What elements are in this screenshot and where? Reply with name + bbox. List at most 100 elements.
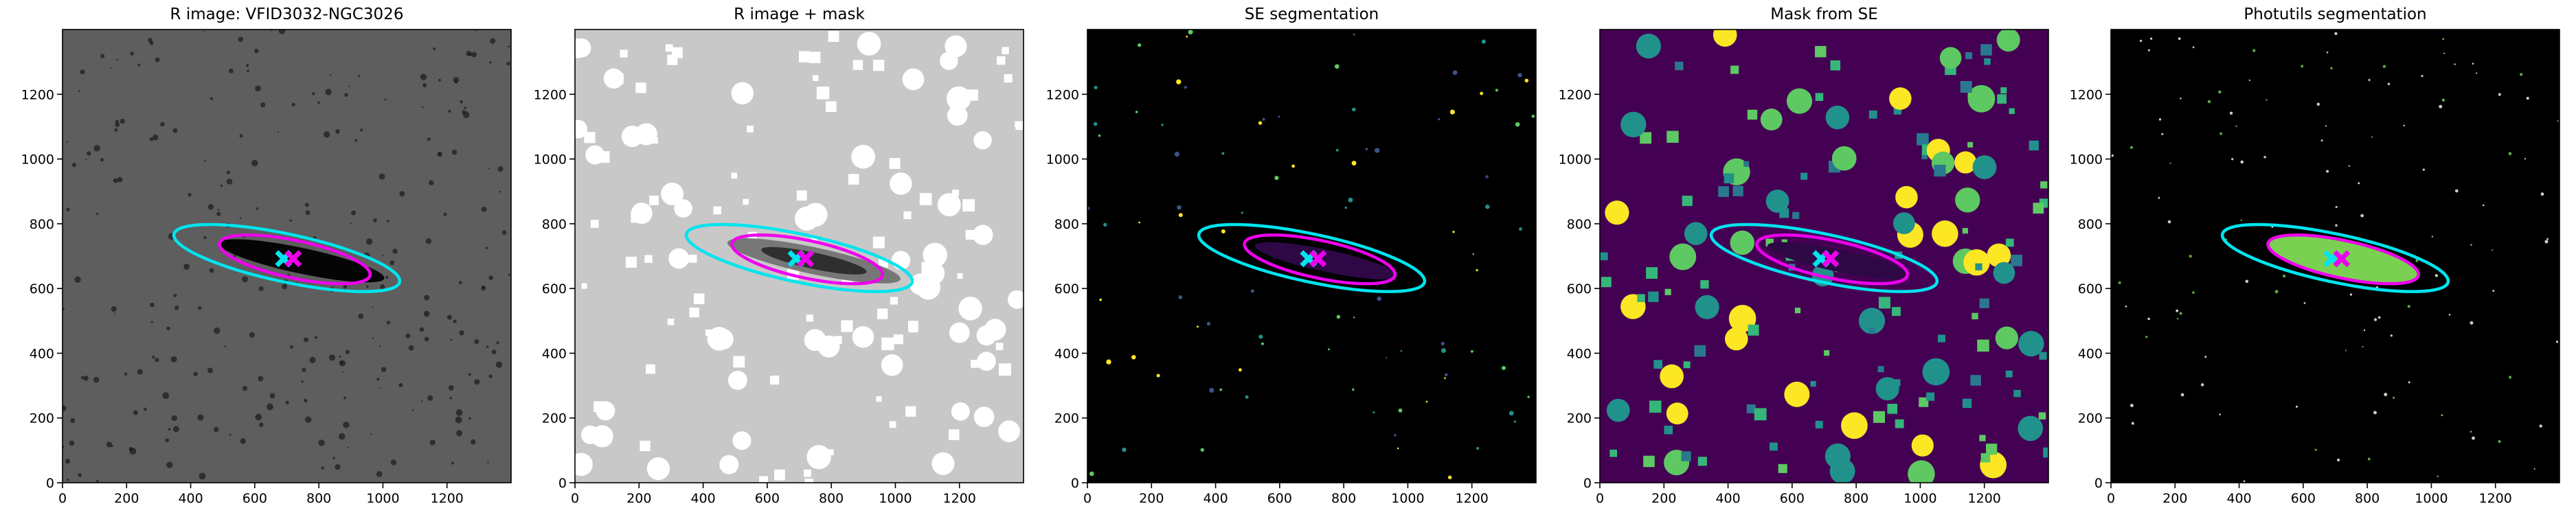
mask-blob	[1980, 44, 1992, 56]
panel-title: SE segmentation	[1245, 5, 1379, 23]
source	[1394, 433, 1397, 437]
star	[345, 350, 350, 354]
mask-blob	[1970, 375, 1981, 386]
mask-blob	[581, 283, 587, 289]
star	[255, 413, 262, 421]
source	[1524, 78, 1529, 83]
mask-blob	[872, 60, 885, 71]
source	[2180, 393, 2184, 397]
star	[259, 422, 264, 427]
source	[1138, 43, 1142, 47]
source	[2326, 51, 2329, 54]
source	[2555, 341, 2559, 343]
star	[203, 30, 205, 32]
source	[2373, 411, 2377, 415]
star	[429, 439, 436, 446]
source	[2373, 318, 2377, 321]
axes	[1087, 30, 1536, 483]
x-tick-label: 800	[1331, 491, 1356, 506]
mask-blob	[919, 193, 932, 205]
source	[2204, 356, 2207, 358]
star	[343, 284, 348, 289]
mask-blob	[1660, 364, 1684, 389]
mask-blob	[2033, 203, 2044, 214]
star	[129, 448, 137, 455]
star	[155, 57, 160, 62]
mask-blob	[1967, 141, 1974, 148]
star	[116, 58, 118, 61]
star	[496, 341, 499, 345]
source	[2470, 321, 2474, 325]
star	[464, 106, 467, 110]
y-tick-label: 1000	[1046, 152, 1079, 168]
mask-blob	[813, 75, 819, 81]
star	[330, 73, 332, 76]
star	[255, 85, 261, 92]
mask-blob	[889, 158, 901, 170]
star	[425, 238, 432, 244]
source	[1209, 387, 1214, 393]
star	[451, 149, 457, 155]
source	[1099, 298, 1102, 301]
source	[2147, 49, 2150, 52]
mask-blob	[2013, 389, 2021, 398]
star	[217, 209, 220, 211]
source	[2408, 381, 2410, 384]
star	[289, 219, 293, 222]
y-tick-label: 400	[2078, 346, 2103, 361]
source	[2454, 63, 2456, 65]
mask-blob	[996, 56, 1006, 65]
source	[2443, 52, 2445, 54]
source	[2314, 448, 2317, 451]
source	[2189, 254, 2192, 258]
mask-blob	[1605, 201, 1629, 225]
star	[458, 281, 462, 285]
source	[1344, 206, 1347, 209]
mask-blob	[625, 256, 637, 268]
star	[317, 101, 320, 104]
star	[419, 327, 425, 332]
mask-blob	[804, 203, 828, 227]
mask-blob	[916, 275, 941, 300]
source	[2169, 162, 2171, 164]
mask-blob	[999, 363, 1012, 376]
star	[93, 376, 100, 383]
y-tick-label: 0	[46, 476, 54, 491]
mask-blob	[902, 68, 925, 91]
galaxy	[1767, 242, 1911, 279]
star	[466, 51, 472, 56]
star	[370, 433, 372, 435]
mask-blob	[1648, 291, 1659, 302]
source	[2454, 189, 2459, 193]
source	[2295, 405, 2298, 408]
star	[399, 191, 405, 197]
source	[2437, 475, 2439, 477]
mask-blob	[2009, 108, 2015, 115]
mask-blob	[973, 130, 992, 150]
star	[78, 472, 82, 477]
source	[1156, 374, 1160, 378]
star	[149, 137, 154, 141]
source	[2508, 152, 2512, 156]
star	[168, 428, 171, 431]
star	[354, 139, 358, 142]
mask-blob	[1743, 161, 1750, 167]
source	[2439, 104, 2443, 108]
star	[166, 326, 170, 331]
star	[501, 230, 507, 235]
source	[2167, 220, 2171, 224]
source	[1444, 377, 1446, 379]
source	[1377, 296, 1381, 301]
source	[1449, 109, 1455, 115]
mask-blob	[816, 87, 830, 100]
star	[449, 397, 452, 400]
source	[2240, 160, 2244, 164]
source	[2387, 82, 2391, 85]
mask-blob	[667, 54, 678, 65]
mask-blob	[1975, 263, 1982, 271]
mask-blob	[903, 211, 912, 220]
mask-blob	[947, 105, 968, 126]
mask-blob	[661, 182, 684, 205]
mask-blob	[872, 236, 885, 249]
star	[69, 440, 75, 446]
